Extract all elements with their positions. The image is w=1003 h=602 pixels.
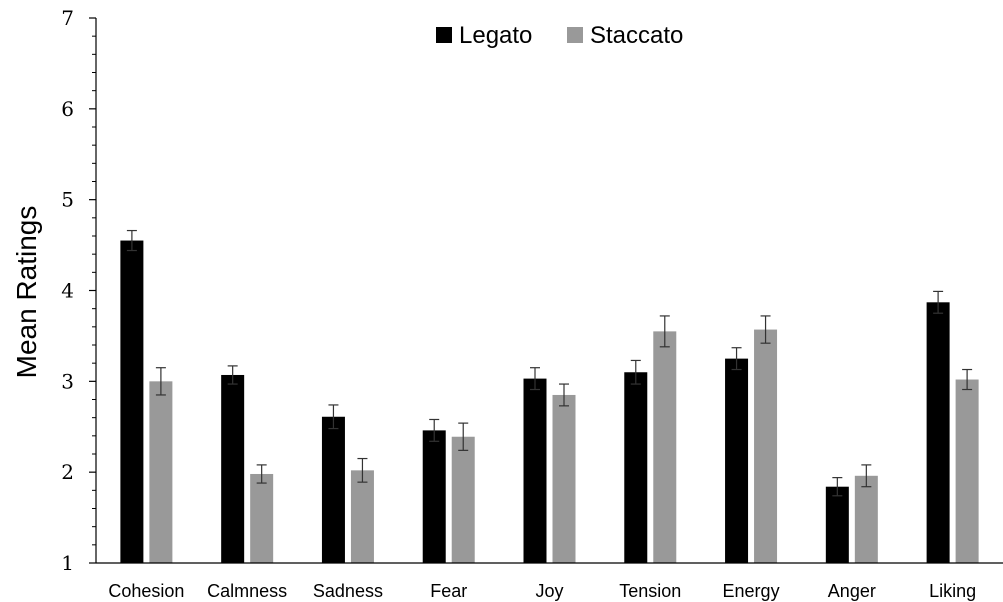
legend-swatch bbox=[436, 27, 452, 43]
legend-label: Staccato bbox=[590, 22, 683, 49]
bar bbox=[754, 329, 778, 563]
x-axis: Cohesion Calmness Sadness Fear Joy Tension Ene… bbox=[96, 562, 1003, 601]
x-tick-label: Joy bbox=[535, 581, 563, 601]
x-tick-label: Anger bbox=[828, 581, 876, 601]
bar bbox=[422, 430, 446, 563]
y-axis-title: Mean Ratings bbox=[11, 206, 42, 379]
bar bbox=[149, 381, 173, 563]
y-tick-label: 4 bbox=[61, 279, 74, 303]
bar bbox=[552, 394, 576, 563]
bar bbox=[221, 374, 245, 563]
x-tick-label: Tension bbox=[619, 581, 681, 601]
bar bbox=[926, 302, 950, 563]
y-tick-label: 3 bbox=[61, 369, 74, 393]
bar bbox=[350, 470, 374, 563]
bar bbox=[523, 378, 547, 563]
bars bbox=[120, 229, 979, 563]
bar bbox=[250, 473, 274, 563]
y-axis: 1 2 3 4 5 6 7 bbox=[61, 6, 97, 575]
y-tick-label: 5 bbox=[61, 188, 74, 212]
bar bbox=[725, 358, 749, 563]
y-tick-label: 2 bbox=[61, 460, 74, 484]
bar bbox=[624, 372, 648, 563]
bar bbox=[854, 475, 878, 563]
legend-label: Legato bbox=[459, 22, 532, 49]
x-tick-label: Calmness bbox=[207, 581, 287, 601]
bar bbox=[955, 379, 979, 563]
x-tick-label: Energy bbox=[723, 581, 780, 601]
bar bbox=[653, 331, 677, 563]
y-tick-label: 7 bbox=[61, 6, 74, 30]
x-tick-label: Liking bbox=[929, 581, 976, 601]
y-tick-label: 6 bbox=[61, 97, 74, 121]
legend: Legato Staccato bbox=[436, 22, 683, 49]
bar bbox=[321, 416, 345, 563]
x-tick-label: Cohesion bbox=[108, 581, 184, 601]
x-tick-label: Fear bbox=[430, 581, 467, 601]
bar bbox=[825, 486, 849, 563]
x-tick-label: Sadness bbox=[313, 581, 383, 601]
bar bbox=[451, 436, 475, 563]
legend-swatch bbox=[567, 27, 583, 43]
bar bbox=[120, 240, 144, 563]
y-tick-label: 1 bbox=[61, 551, 74, 575]
